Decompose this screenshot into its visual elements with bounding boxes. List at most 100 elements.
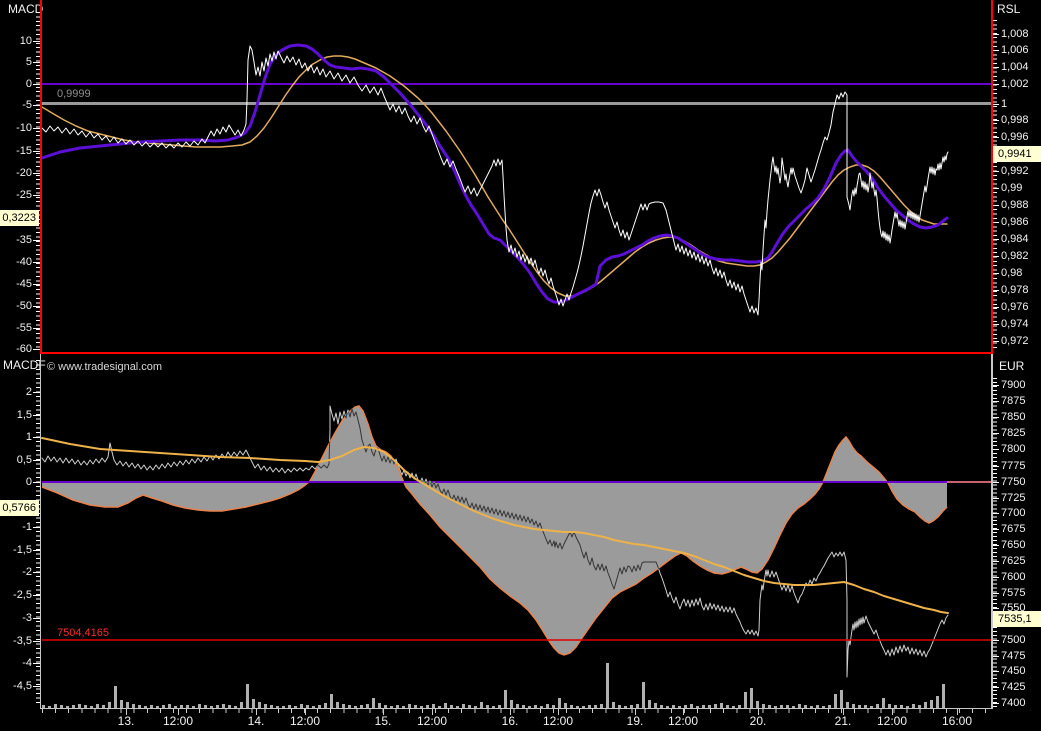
axis-major-tick xyxy=(33,686,40,687)
volume-bar xyxy=(786,705,789,708)
volume-bar xyxy=(138,705,141,708)
axis-major-tick xyxy=(33,151,40,152)
volume-bar xyxy=(48,706,51,708)
axis-major-tick xyxy=(33,173,40,174)
axis-tick-label: -40 xyxy=(16,256,32,268)
axis-major-tick xyxy=(33,392,40,393)
volume-bar xyxy=(534,705,537,708)
axis-tick-label: -2 xyxy=(22,566,32,578)
axis-major-tick xyxy=(33,641,40,642)
volume-bar xyxy=(384,705,387,708)
axis-major-tick xyxy=(33,262,40,263)
rsl-white xyxy=(41,45,949,316)
volume-bar xyxy=(468,705,471,708)
bottom-chart-plot[interactable] xyxy=(40,354,992,709)
top-left-minor-ticks xyxy=(36,12,40,350)
volume-bar xyxy=(474,706,477,708)
volume-bar xyxy=(876,704,879,708)
volume-bar xyxy=(246,684,249,708)
axis-tick-label: -5 xyxy=(22,99,32,111)
axis-major-tick xyxy=(33,84,40,85)
volume-bar xyxy=(144,706,147,708)
volume-bar xyxy=(612,702,615,708)
volume-bar xyxy=(396,705,399,708)
axis-tick-label: 0,974 xyxy=(1001,318,1029,330)
top-panel-right-border xyxy=(991,0,993,353)
axis-tick-label: 0,972 xyxy=(1001,335,1029,347)
axis-major-tick xyxy=(993,324,999,325)
volume-bar xyxy=(594,705,597,708)
axis-major-tick xyxy=(993,34,999,35)
top-chart-plot[interactable] xyxy=(40,0,992,353)
axis-major-tick xyxy=(33,618,40,619)
axis-major-tick xyxy=(993,577,999,578)
axis-major-tick xyxy=(33,663,40,664)
axis-tick-label: 0,998 xyxy=(1001,114,1029,126)
axis-tick-label: 0,5 xyxy=(16,454,32,466)
axis-tick-label: 0,986 xyxy=(1001,216,1029,228)
x-axis-label: 15. xyxy=(374,714,392,728)
volume-bar xyxy=(360,705,363,708)
volume-bar xyxy=(852,704,855,708)
volume-bar xyxy=(666,706,669,708)
axis-major-tick xyxy=(993,385,999,386)
axis-major-tick xyxy=(33,460,40,461)
volume-bar xyxy=(252,699,255,708)
axis-tick-label: 1,004 xyxy=(1001,61,1029,73)
volume-bar xyxy=(714,704,717,708)
volume-bar xyxy=(792,706,795,708)
volume-bar xyxy=(66,706,69,708)
volume-bar xyxy=(294,706,297,708)
volume-bar xyxy=(222,704,225,708)
volume-bar xyxy=(366,704,369,708)
axis-tick-label: 7650 xyxy=(1001,539,1026,551)
volume-bar xyxy=(936,696,939,708)
volume-bar xyxy=(210,706,213,708)
volume-bar xyxy=(900,705,903,708)
axis-tick-label: 7775 xyxy=(1001,460,1026,472)
x-axis-label: 12:00 xyxy=(162,714,194,728)
axis-tick-label: -25 xyxy=(16,189,32,201)
axis-tick-label: 1 xyxy=(25,431,32,443)
volume-bar xyxy=(258,702,261,708)
axis-tick-label: 7625 xyxy=(1001,555,1026,567)
axis-tick-label: -45 xyxy=(16,278,32,290)
volume-bar xyxy=(378,703,381,708)
volume-bar xyxy=(456,706,459,708)
axis-major-tick xyxy=(993,67,999,68)
axis-tick-label: 0,996 xyxy=(1001,131,1029,143)
bottom-panel-right-border xyxy=(991,354,993,709)
axis-tick-label: 7450 xyxy=(1001,665,1026,677)
x-axis-label: 13. xyxy=(117,714,135,728)
volume-bar xyxy=(342,704,345,708)
axis-tick-label: 7800 xyxy=(1001,443,1026,455)
volume-bar xyxy=(738,705,741,708)
volume-bar xyxy=(702,705,705,708)
axis-major-tick xyxy=(33,328,40,329)
axis-tick-label: 0,988 xyxy=(1001,199,1029,211)
volume-bar xyxy=(234,706,237,708)
volume-bar xyxy=(192,706,195,708)
x-axis-label: 12:00 xyxy=(667,714,699,728)
axis-tick-label: 1 xyxy=(1001,98,1008,110)
axis-major-tick xyxy=(993,188,999,189)
panel-separator xyxy=(40,352,993,354)
bottom-panel-left-border xyxy=(40,354,41,709)
volume-bar xyxy=(564,703,567,708)
x-axis-label: 16:00 xyxy=(941,714,973,728)
volume-bar xyxy=(498,705,501,708)
axis-major-tick xyxy=(993,50,999,51)
axis-major-tick xyxy=(993,205,999,206)
volume-bar xyxy=(774,706,777,708)
volume-bar xyxy=(684,705,687,708)
volume-bar xyxy=(654,703,657,708)
volume-bar xyxy=(198,704,201,708)
volume-bar xyxy=(324,703,327,708)
volume-bar xyxy=(426,705,429,708)
axis-tick-label: -50 xyxy=(16,300,32,312)
axis-major-tick xyxy=(993,239,999,240)
volume-bar xyxy=(780,705,783,708)
axis-tick-label: 7575 xyxy=(1001,587,1026,599)
axis-major-tick xyxy=(33,415,40,416)
axis-tick-label: 0,98 xyxy=(1001,267,1023,279)
